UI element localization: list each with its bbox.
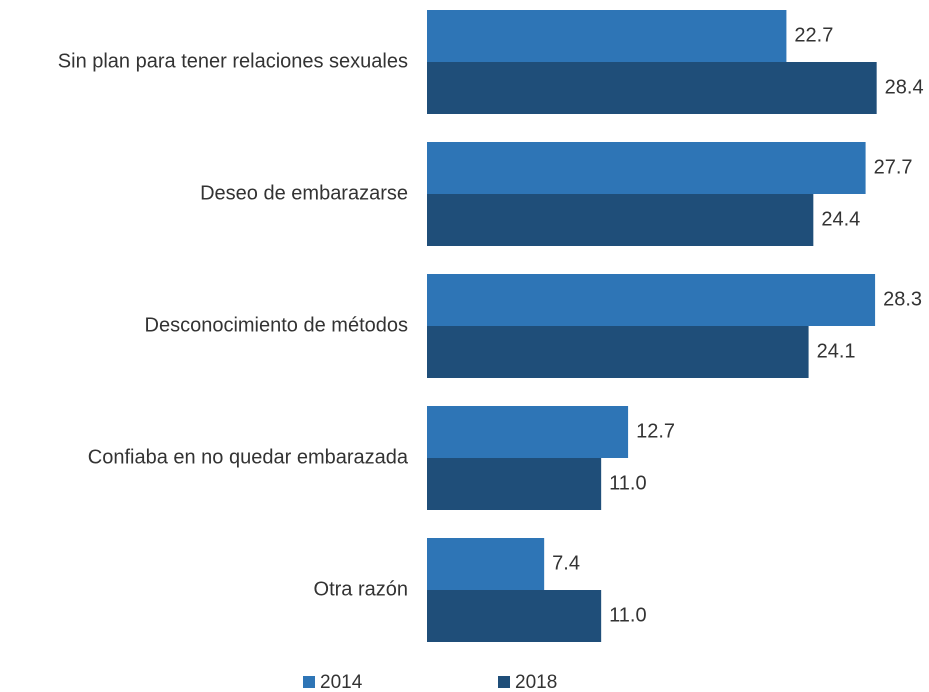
bar xyxy=(427,274,876,326)
category-label: Deseo de embarazarse xyxy=(200,182,408,204)
value-label: 27.7 xyxy=(874,156,913,178)
category-label: Confiaba en no quedar embarazada xyxy=(88,446,409,468)
legend-label: 2014 xyxy=(320,672,363,692)
bar xyxy=(427,142,866,194)
bar xyxy=(427,10,787,62)
bar xyxy=(427,326,809,378)
bar xyxy=(427,590,602,642)
value-label: 11.0 xyxy=(609,472,646,494)
bar xyxy=(427,538,545,590)
value-label: 7.4 xyxy=(552,552,580,574)
value-label: 12.7 xyxy=(636,420,675,442)
bar xyxy=(427,194,814,246)
bar xyxy=(427,458,602,510)
value-label: 11.0 xyxy=(609,604,646,626)
category-label: Sin plan para tener relaciones sexuales xyxy=(58,50,408,72)
value-label: 24.1 xyxy=(817,340,856,362)
bar xyxy=(427,406,629,458)
value-label: 28.3 xyxy=(883,288,922,310)
value-label: 22.7 xyxy=(794,24,833,46)
legend-swatch xyxy=(498,676,510,688)
legend-label: 2018 xyxy=(515,672,557,692)
bar xyxy=(427,62,877,114)
category-label: Desconocimiento de métodos xyxy=(145,314,408,336)
value-label: 28.4 xyxy=(885,76,924,98)
category-label: Otra razón xyxy=(314,578,408,600)
value-label: 24.4 xyxy=(821,208,860,230)
legend-swatch xyxy=(303,676,315,688)
